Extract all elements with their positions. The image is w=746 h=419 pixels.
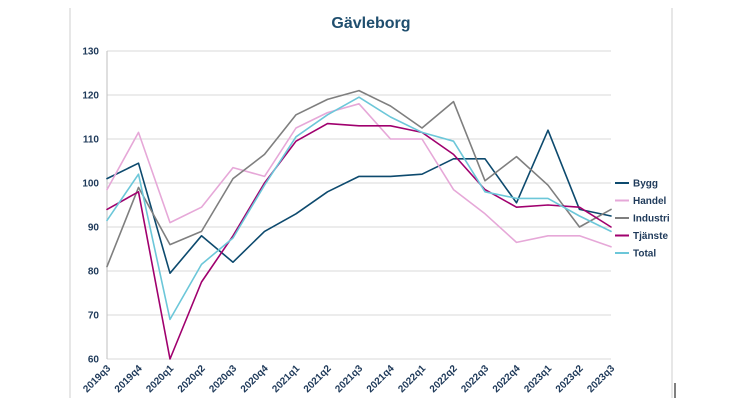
legend-label-bygg: Bygg (633, 179, 658, 190)
legend-label-tjänste: Tjänste (633, 231, 668, 242)
series-line-industri (106, 89, 612, 268)
series-line-handel (106, 103, 612, 248)
legend: Bygg Handel Industri Tjänste Total (615, 179, 670, 260)
y-tick-label: 100 (82, 179, 99, 190)
legend-label-total: Total (633, 249, 656, 260)
series-line-tjänste (106, 122, 612, 360)
series-line-bygg (106, 129, 612, 275)
gridlines (106, 50, 611, 360)
series-line-total (106, 96, 612, 321)
y-tick-label: 90 (88, 223, 100, 234)
legend-label-industri: Industri (633, 214, 670, 225)
y-axis: 60 70 80 90 100 110 120 130 (82, 47, 99, 366)
legend-label-handel: Handel (633, 196, 667, 207)
y-tick-label: 60 (88, 355, 100, 366)
series-lines (106, 89, 612, 360)
chart-title: Gävleborg (331, 15, 410, 32)
y-tick-label: 80 (88, 267, 100, 278)
y-tick-label: 70 (88, 311, 100, 322)
y-tick-label: 120 (82, 91, 99, 102)
y-tick-label: 130 (82, 47, 99, 58)
y-tick-label: 110 (83, 135, 100, 146)
